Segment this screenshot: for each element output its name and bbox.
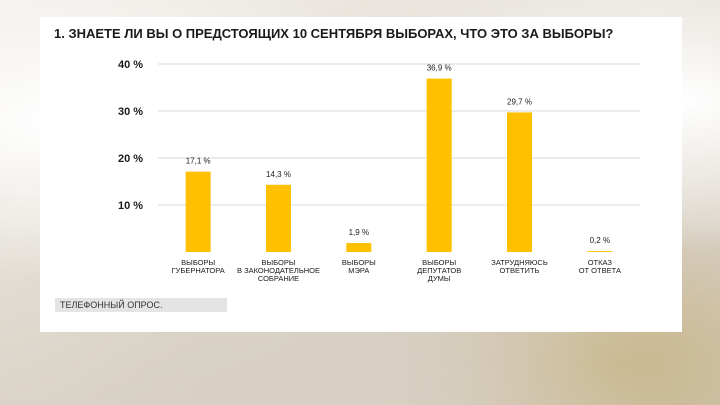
y-tick-label: 40 %: [118, 59, 143, 71]
category-label: ГУБЕРНАТОРА: [172, 266, 225, 275]
value-label: 29,7 %: [507, 97, 532, 106]
category-label: ВЫБОРЫ: [262, 258, 296, 267]
category-label: ВЫБОРЫ: [181, 258, 215, 267]
bar: [346, 243, 372, 252]
footnote: ТЕЛЕФОННЫЙ ОПРОС.: [55, 298, 227, 312]
value-label: 1,9 %: [349, 228, 369, 237]
value-label: 17,1 %: [186, 157, 211, 166]
bar: [507, 112, 532, 252]
category-label: ЗАТРУДНЯЮСЬ: [491, 258, 548, 267]
category-label: СОБРАНИЕ: [258, 274, 299, 283]
category-label: МЭРА: [348, 266, 369, 275]
category-label: В ЗАКОНОДАТЕЛЬНОЕ: [237, 266, 320, 275]
bar: [587, 251, 613, 252]
bar: [426, 78, 452, 252]
value-label: 0,2 %: [590, 236, 610, 245]
y-tick-label: 10 %: [118, 200, 143, 212]
category-label: ДЕПУТАТОВ: [417, 266, 461, 275]
bar: [185, 171, 211, 252]
category-label: ОТ ОТВЕТА: [579, 266, 621, 275]
chart-card: 1. ЗНАЕТЕ ЛИ ВЫ О ПРЕДСТОЯЩИХ 10 СЕНТЯБР…: [40, 17, 682, 332]
value-label: 36,9 %: [427, 64, 452, 73]
bar: [266, 184, 291, 252]
y-tick-label: 20 %: [118, 153, 143, 165]
category-label: ОТВЕТИТЬ: [500, 266, 540, 275]
value-label: 14,3 %: [266, 170, 291, 179]
category-label: ВЫБОРЫ: [422, 258, 456, 267]
category-label: ВЫБОРЫ: [342, 258, 376, 267]
bar-chart: 10 %20 %30 %40 %17,1 %ВЫБОРЫГУБЕРНАТОРА1…: [118, 59, 640, 283]
y-tick-label: 30 %: [118, 106, 143, 118]
category-label: ДУМЫ: [428, 274, 451, 283]
chart-title: 1. ЗНАЕТЕ ЛИ ВЫ О ПРЕДСТОЯЩИХ 10 СЕНТЯБР…: [54, 26, 614, 41]
category-label: ОТКАЗ: [588, 258, 613, 267]
